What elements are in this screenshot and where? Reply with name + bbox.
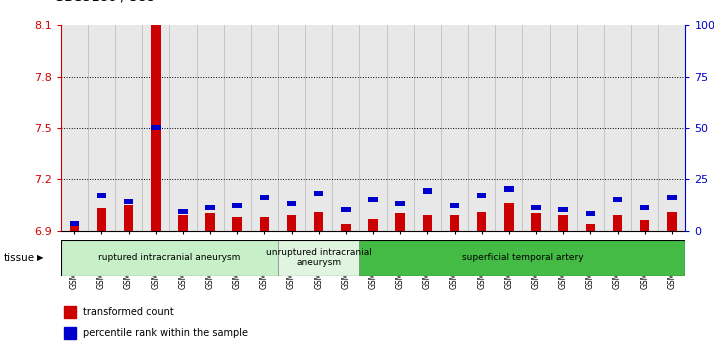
Bar: [558, 207, 568, 212]
Bar: [64, 327, 76, 339]
Text: ▶: ▶: [37, 253, 44, 262]
Bar: [359, 25, 387, 231]
Bar: [450, 215, 459, 231]
Bar: [613, 215, 623, 231]
Bar: [368, 197, 378, 202]
Bar: [450, 203, 459, 208]
Bar: [233, 203, 242, 208]
Bar: [142, 25, 169, 231]
Text: GDS5186 / 588: GDS5186 / 588: [54, 0, 154, 4]
Bar: [640, 220, 650, 231]
Bar: [314, 191, 323, 196]
Bar: [260, 195, 269, 200]
Bar: [558, 215, 568, 231]
Bar: [69, 221, 79, 227]
Bar: [658, 25, 685, 231]
Bar: [496, 25, 523, 231]
Bar: [531, 213, 540, 231]
Bar: [115, 25, 142, 231]
Bar: [396, 213, 405, 231]
Bar: [151, 125, 161, 130]
Bar: [640, 205, 650, 210]
Bar: [359, 240, 685, 276]
Text: superficial temporal artery: superficial temporal artery: [462, 253, 583, 262]
Bar: [169, 25, 196, 231]
Text: tissue: tissue: [4, 253, 35, 263]
Bar: [251, 25, 278, 231]
Bar: [531, 205, 540, 210]
Bar: [504, 203, 513, 231]
Bar: [550, 25, 577, 231]
Bar: [178, 209, 188, 214]
Bar: [631, 25, 658, 231]
Bar: [260, 217, 269, 231]
Text: unruptured intracranial
aneurysm: unruptured intracranial aneurysm: [266, 248, 372, 268]
Bar: [341, 224, 351, 231]
Bar: [124, 199, 134, 204]
Bar: [667, 195, 677, 200]
Bar: [278, 240, 359, 276]
Bar: [468, 25, 496, 231]
Bar: [368, 219, 378, 231]
Bar: [341, 207, 351, 212]
Bar: [585, 224, 595, 231]
Bar: [314, 212, 323, 231]
Bar: [441, 25, 468, 231]
Bar: [96, 192, 106, 198]
Bar: [423, 188, 432, 193]
Bar: [332, 25, 359, 231]
Bar: [206, 213, 215, 231]
Bar: [523, 25, 550, 231]
Bar: [667, 212, 677, 231]
Bar: [423, 215, 432, 231]
Bar: [61, 240, 278, 276]
Bar: [223, 25, 251, 231]
Bar: [613, 197, 623, 202]
Bar: [577, 25, 604, 231]
Bar: [124, 205, 134, 231]
Bar: [278, 25, 305, 231]
Bar: [477, 192, 486, 198]
Bar: [233, 217, 242, 231]
Bar: [287, 201, 296, 206]
Bar: [504, 187, 513, 192]
Bar: [69, 225, 79, 231]
Bar: [96, 208, 106, 231]
Bar: [387, 25, 414, 231]
Bar: [206, 205, 215, 210]
Bar: [396, 201, 405, 206]
Bar: [178, 215, 188, 231]
Bar: [477, 212, 486, 231]
Bar: [61, 25, 88, 231]
Bar: [414, 25, 441, 231]
Bar: [64, 306, 76, 318]
Bar: [88, 25, 115, 231]
Bar: [585, 211, 595, 216]
Text: transformed count: transformed count: [83, 307, 174, 317]
Bar: [196, 25, 223, 231]
Text: ruptured intracranial aneurysm: ruptured intracranial aneurysm: [98, 253, 241, 262]
Bar: [604, 25, 631, 231]
Bar: [305, 25, 332, 231]
Text: percentile rank within the sample: percentile rank within the sample: [83, 328, 248, 338]
Bar: [287, 215, 296, 231]
Bar: [151, 24, 161, 231]
